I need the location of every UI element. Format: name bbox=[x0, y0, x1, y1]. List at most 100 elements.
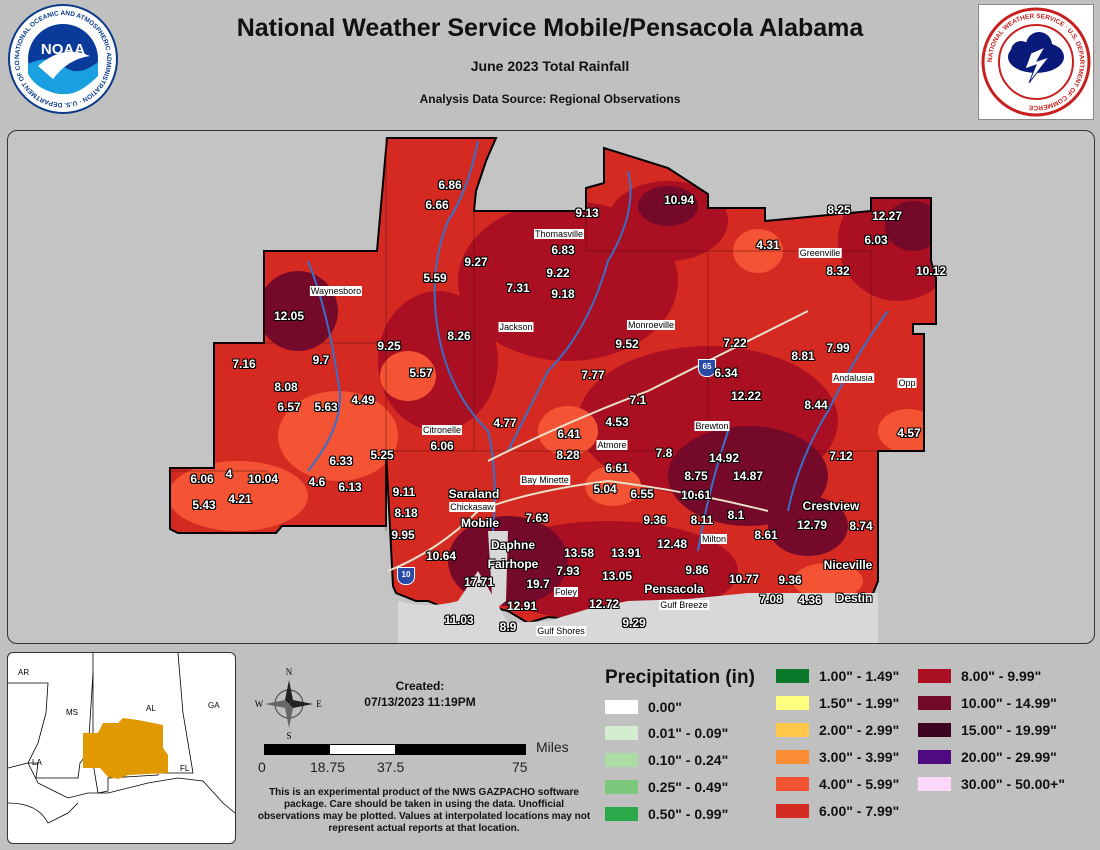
rain-value: 9.7 bbox=[312, 353, 330, 367]
rain-value: 5.63 bbox=[314, 400, 338, 414]
legend-swatch bbox=[776, 750, 809, 764]
legend-swatch bbox=[776, 696, 809, 710]
city-citronelle: Citronelle bbox=[421, 425, 463, 435]
legend-swatch bbox=[776, 723, 809, 737]
locator-inset-map: AR MS AL GA LA FL bbox=[7, 652, 236, 844]
rain-value: 13.05 bbox=[601, 569, 633, 583]
legend-label: 10.00" - 14.99" bbox=[961, 695, 1057, 711]
county-lines bbox=[168, 138, 878, 531]
legend-swatch bbox=[918, 669, 951, 683]
city-foley: Foley bbox=[553, 587, 579, 597]
rain-value: 8.28 bbox=[556, 448, 580, 462]
rain-value: 7.1 bbox=[629, 393, 647, 407]
rain-value: 4.6 bbox=[308, 475, 326, 489]
compass-s: S bbox=[286, 731, 291, 740]
rain-value: 4.49 bbox=[351, 393, 375, 407]
city-jackson: Jackson bbox=[498, 322, 534, 332]
rain-value: 5.25 bbox=[370, 448, 394, 462]
rain-value: 9.27 bbox=[464, 255, 488, 269]
interstate-65-shield: 65 bbox=[698, 359, 716, 377]
rivers bbox=[307, 140, 889, 552]
legend-label: 20.00" - 29.99" bbox=[961, 749, 1057, 765]
rain-value: 8.25 bbox=[827, 203, 851, 217]
city-gulf-breeze: Gulf Breeze bbox=[659, 600, 709, 610]
rain-value: 6.83 bbox=[551, 243, 575, 257]
highways bbox=[387, 310, 809, 572]
city-saraland: Saraland bbox=[448, 487, 500, 501]
rain-value: 12.72 bbox=[588, 597, 620, 611]
rain-value: 6.06 bbox=[190, 472, 214, 486]
state-label-ga: GA bbox=[208, 701, 220, 710]
city-gulf-shores: Gulf Shores bbox=[536, 626, 586, 636]
noaa-logo-text: NOAA bbox=[41, 41, 85, 58]
rain-value: 8.61 bbox=[754, 528, 778, 542]
rain-value: 9.18 bbox=[551, 287, 575, 301]
rain-value: 9.29 bbox=[622, 616, 646, 630]
rain-value: 6.61 bbox=[605, 461, 629, 475]
rain-value: 7.22 bbox=[723, 336, 747, 350]
rain-value: 19.7 bbox=[526, 577, 550, 591]
city-niceville: Niceville bbox=[823, 558, 873, 572]
legend-swatch bbox=[776, 669, 809, 683]
legend-swatch bbox=[605, 780, 638, 794]
rain-value: 9.22 bbox=[546, 266, 570, 280]
page-title: National Weather Service Mobile/Pensacol… bbox=[236, 14, 864, 42]
data-source-label: Analysis Data Source: Regional Observati… bbox=[419, 92, 681, 106]
rain-value: 7.16 bbox=[232, 357, 256, 371]
rain-value: 17.71 bbox=[463, 575, 495, 589]
city-monroeville: Monroeville bbox=[626, 320, 676, 330]
rain-value: 14.87 bbox=[732, 469, 764, 483]
city-milton: Milton bbox=[700, 534, 728, 544]
rain-value: 5.04 bbox=[593, 482, 617, 496]
noaa-logo: NATIONAL OCEANIC AND ATMOSPHERIC ADMINIS… bbox=[5, 0, 118, 114]
state-label-fl: FL bbox=[180, 764, 190, 773]
rain-value: 8.44 bbox=[804, 398, 828, 412]
scale-tick-1: 18.75 bbox=[310, 759, 346, 775]
rain-value: 12.05 bbox=[273, 309, 305, 323]
legend-swatch bbox=[918, 750, 951, 764]
legend-swatch bbox=[918, 696, 951, 710]
mobile-bay bbox=[488, 531, 508, 611]
compass-n: N bbox=[286, 667, 293, 677]
legend-item: 10.00" - 14.99" bbox=[918, 695, 1057, 711]
rain-value: 6.06 bbox=[430, 439, 454, 453]
rain-value: 9.11 bbox=[392, 485, 416, 499]
legend-item: 1.50" - 1.99" bbox=[776, 695, 899, 711]
city-chickasaw: Chickasaw bbox=[449, 502, 495, 512]
city-waynesboro: Waynesboro bbox=[309, 286, 363, 296]
rain-value: 6.55 bbox=[630, 487, 654, 501]
rain-value: 12.91 bbox=[506, 599, 538, 613]
city-crestview: Crestview bbox=[802, 499, 860, 513]
city-pensacola: Pensacola bbox=[644, 582, 704, 596]
compass-e: E bbox=[316, 699, 322, 709]
city-andalusia: Andalusia bbox=[832, 373, 874, 383]
rain-value: 4 bbox=[225, 467, 233, 481]
rain-value: 10.94 bbox=[663, 193, 695, 207]
rain-value: 8.08 bbox=[274, 380, 298, 394]
rain-value: 6.66 bbox=[425, 198, 449, 212]
rain-value: 8.32 bbox=[826, 264, 850, 278]
rain-value: 8.75 bbox=[684, 469, 708, 483]
rain-value: 9.86 bbox=[685, 563, 709, 577]
legend-swatch bbox=[918, 777, 951, 791]
rain-value: 10.12 bbox=[915, 264, 947, 278]
compass-w: W bbox=[255, 699, 264, 709]
rain-value: 6.33 bbox=[329, 454, 353, 468]
rain-value: 4.77 bbox=[493, 416, 517, 430]
rain-value: 7.99 bbox=[826, 341, 850, 355]
rainfall-map[interactable]: Thomasville Greenville Waynesboro Jackso… bbox=[7, 130, 1095, 644]
rain-value: 9.95 bbox=[391, 528, 415, 542]
legend-label: 4.00" - 5.99" bbox=[819, 776, 900, 792]
rain-value: 12.79 bbox=[796, 518, 828, 532]
rain-value: 6.57 bbox=[277, 400, 301, 414]
rain-value: 8.26 bbox=[447, 329, 471, 343]
rain-value: 12.22 bbox=[730, 389, 762, 403]
state-label-al: AL bbox=[146, 704, 156, 713]
city-mobile: Mobile bbox=[461, 516, 499, 530]
city-greenville: Greenville bbox=[798, 248, 842, 258]
legend-item: 30.00" - 50.00+" bbox=[918, 776, 1065, 792]
legend-item: 15.00" - 19.99" bbox=[918, 722, 1057, 738]
rain-value: 7.8 bbox=[655, 446, 673, 460]
legend-item: 8.00" - 9.99" bbox=[918, 668, 1041, 684]
gulf-of-mexico bbox=[398, 571, 878, 643]
